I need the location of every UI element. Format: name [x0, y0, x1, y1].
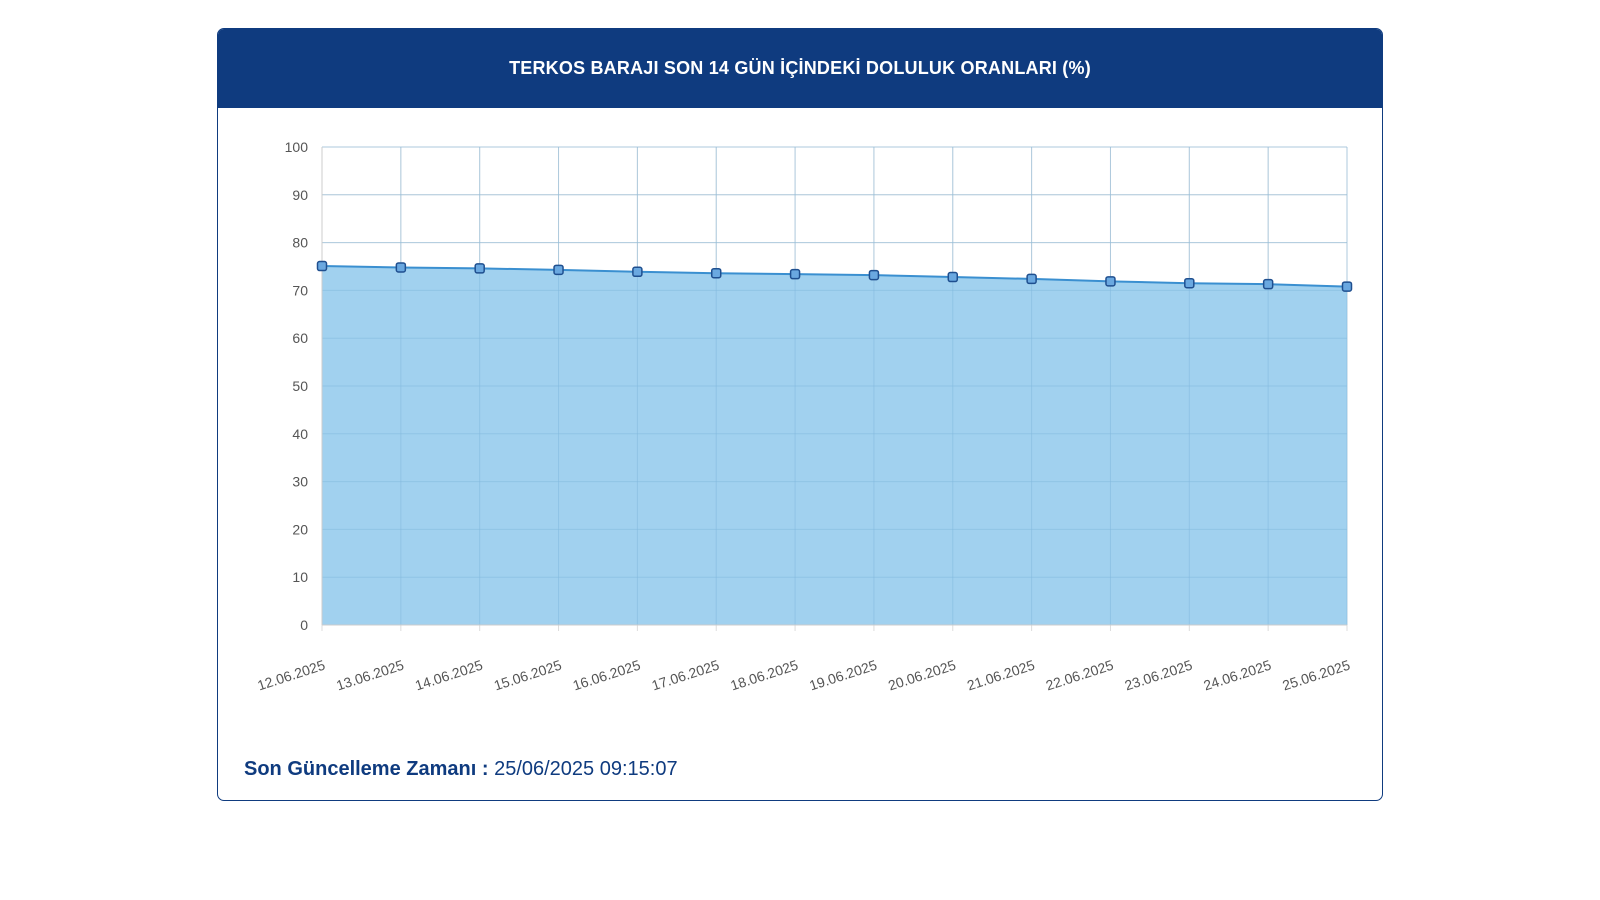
y-tick-label: 90 — [292, 187, 308, 203]
data-point — [1341, 281, 1353, 292]
x-tick-label: 21.06.2025 — [965, 657, 1037, 694]
x-tick-label: 12.06.2025 — [255, 657, 327, 694]
x-tick-label: 24.06.2025 — [1201, 657, 1273, 694]
data-point — [632, 266, 643, 278]
x-tick-label: 14.06.2025 — [413, 657, 485, 694]
markers — [316, 260, 1353, 292]
axes — [321, 147, 1347, 626]
data-point — [1262, 278, 1274, 290]
series-line — [321, 265, 1348, 288]
area-fill — [322, 266, 1347, 625]
x-tick-label: 19.06.2025 — [807, 657, 879, 694]
y-tick-label: 80 — [292, 235, 308, 251]
data-point — [1026, 273, 1037, 285]
x-tick-label: 18.06.2025 — [728, 657, 800, 694]
data-point — [868, 269, 880, 281]
y-tick-label: 60 — [292, 330, 308, 346]
y-tick-label: 70 — [292, 282, 308, 298]
data-point — [947, 271, 959, 283]
x-tick-label: 13.06.2025 — [334, 657, 406, 694]
last-update: Son Güncelleme Zamanı : 25/06/2025 09:15… — [244, 758, 678, 781]
y-tick-label: 50 — [292, 378, 308, 394]
data-point — [710, 267, 722, 279]
data-point — [553, 264, 564, 276]
y-tick-label: 10 — [292, 569, 308, 585]
y-tick-label: 100 — [285, 139, 309, 155]
x-tick-label: 17.06.2025 — [650, 657, 722, 694]
x-tick-label: 25.06.2025 — [1280, 657, 1352, 694]
x-tick-label: 22.06.2025 — [1044, 657, 1116, 694]
y-tick-label: 20 — [292, 521, 308, 537]
chart-plot: 0 10 20 30 40 50 60 70 80 90 100 12.06.2025 13.06.20… — [255, 139, 1353, 694]
data-point — [474, 263, 485, 274]
data-point — [1184, 277, 1195, 289]
y-tick-label: 0 — [300, 617, 308, 633]
x-tick-label: 16.06.2025 — [571, 657, 643, 694]
chart-card: TERKOS BARAJI SON 14 GÜN İÇİNDEKİ DOLULU… — [217, 28, 1383, 801]
data-point — [316, 260, 328, 272]
area-series — [321, 146, 1348, 626]
x-tick-label: 15.06.2025 — [492, 657, 564, 694]
data-point — [395, 262, 407, 273]
y-tick-label: 40 — [292, 426, 308, 442]
last-update-label: Son Güncelleme Zamanı : — [244, 758, 489, 780]
data-point — [1105, 276, 1116, 287]
x-tick-label: 23.06.2025 — [1123, 657, 1195, 694]
y-tick-label: 30 — [292, 474, 308, 490]
data-point — [789, 268, 801, 280]
chart-title: TERKOS BARAJI SON 14 GÜN İÇİNDEKİ DOLULU… — [218, 29, 1382, 108]
last-update-value: 25/06/2025 09:15:07 — [494, 758, 678, 780]
x-tick-label: 20.06.2025 — [886, 657, 958, 694]
